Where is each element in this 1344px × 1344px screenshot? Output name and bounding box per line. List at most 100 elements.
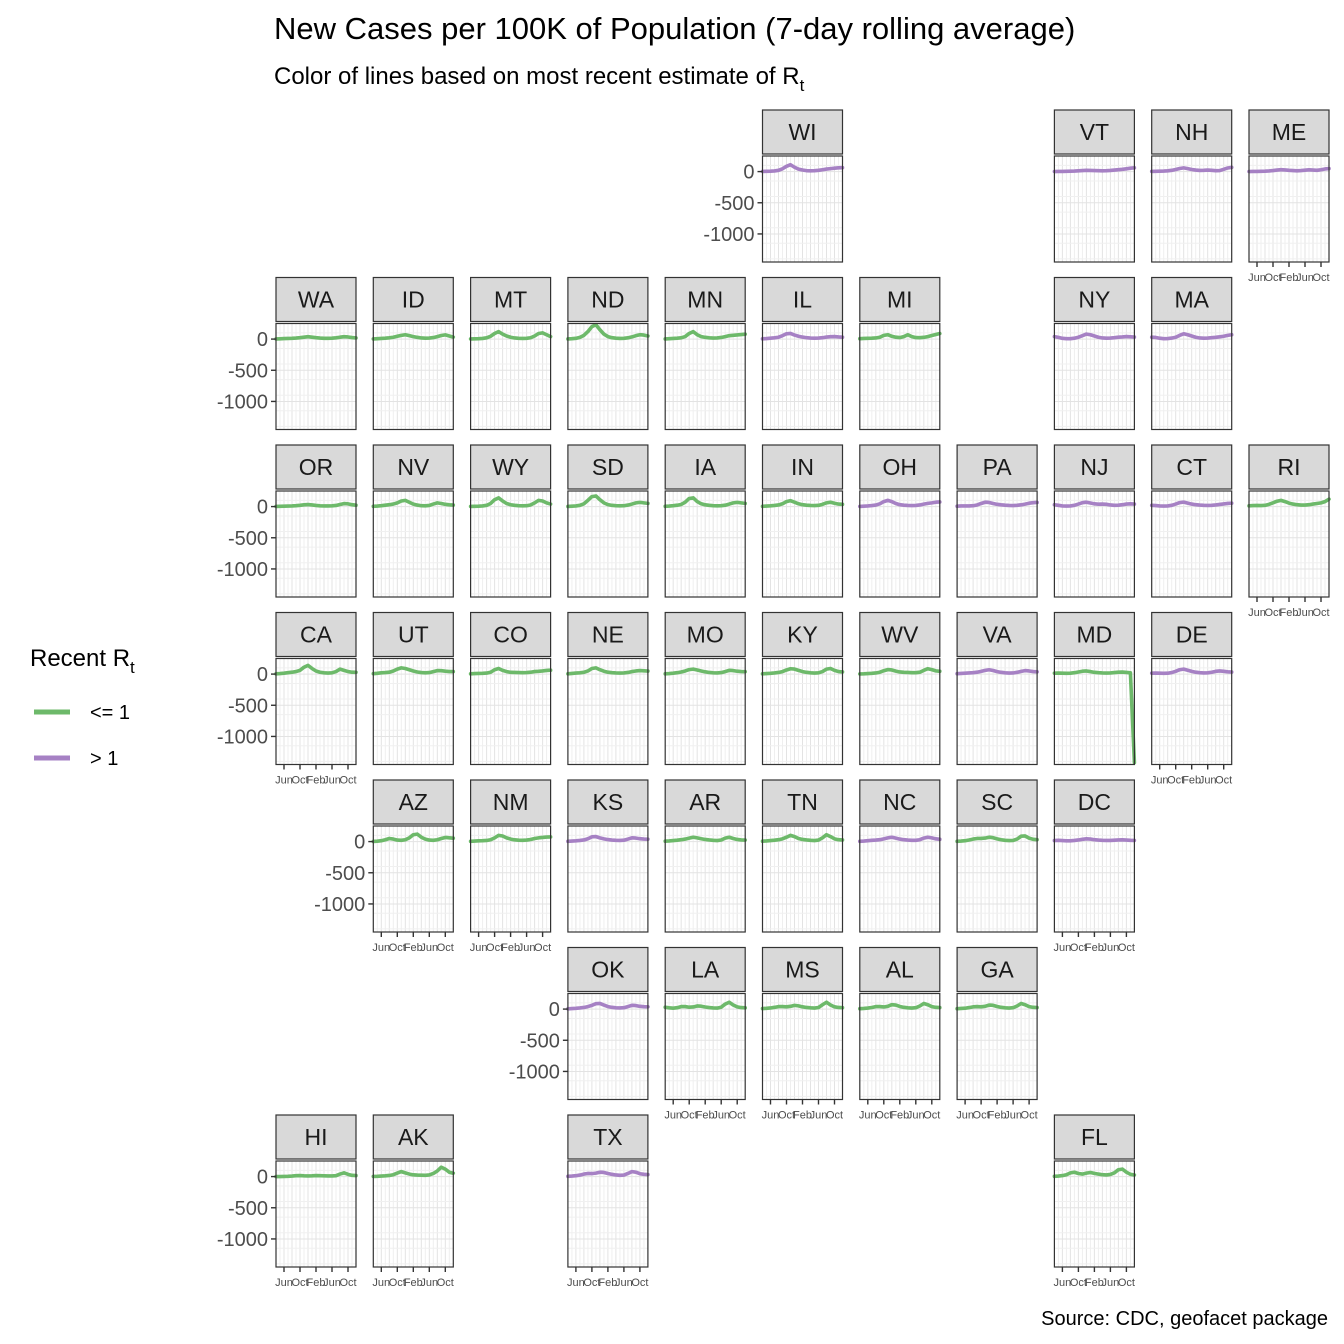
facet-strip: [470, 444, 552, 490]
series-line-nm: [468, 833, 553, 844]
facet-border: [567, 490, 649, 598]
series-line-il: [760, 331, 845, 341]
y-tick-label: 0: [743, 162, 754, 184]
x-tick-label: Jun: [372, 1277, 390, 1289]
x-tick-label: Jun: [859, 1110, 877, 1122]
series-line-ne: [566, 666, 650, 676]
series-line-ar: [663, 835, 747, 844]
x-tick-label: Oct: [778, 1110, 795, 1122]
series-line-nc: [858, 835, 942, 844]
series-line-ky: [760, 666, 845, 676]
facet-border: [761, 657, 844, 766]
facet-panel-mn: MN: [663, 276, 747, 431]
facet-strip: [372, 276, 454, 323]
x-tick-label: Jun: [810, 1110, 828, 1122]
x-tick-label: Jun: [1102, 942, 1120, 954]
facet-strip: [567, 611, 649, 658]
facet-panel-pa: PA: [955, 444, 1039, 598]
series-line-nd: [566, 322, 650, 341]
x-tick-label: Feb: [696, 1110, 715, 1122]
facet-border: [470, 490, 552, 598]
facet-strip: [372, 1114, 454, 1160]
facet-border: [1053, 155, 1136, 263]
facet-strip: [761, 109, 844, 155]
facet-border: [859, 657, 941, 766]
series-line-mn: [663, 329, 747, 341]
x-tick-label: Oct: [923, 1110, 940, 1122]
facet-strip: [859, 444, 941, 490]
facet-strip: [372, 779, 454, 825]
facet-strip: [567, 1114, 649, 1160]
facet-strip-label: FL: [1081, 1124, 1108, 1150]
facet-strip: [761, 946, 844, 993]
series-line-dc: [1052, 837, 1137, 843]
facet-strip: [761, 444, 844, 490]
facet-panel-wv: WV: [858, 611, 942, 766]
series-line-wy: [468, 496, 553, 509]
x-tick-label: Jun: [470, 942, 488, 954]
x-tick-label: Oct: [1118, 942, 1135, 954]
facet-border: [761, 155, 844, 263]
facet-border: [664, 825, 746, 933]
facet-panel-sc: SC: [955, 779, 1039, 933]
x-tick-label: Feb: [404, 942, 423, 954]
facet-strip-label: RI: [1278, 454, 1301, 480]
y-tick-label: -1000: [217, 559, 268, 581]
x-tick-label: Jun: [372, 942, 390, 954]
facet-strip-label: MD: [1077, 622, 1113, 648]
facet-strip-label: NJ: [1080, 454, 1108, 480]
x-tick-label: Feb: [307, 775, 326, 787]
x-tick-label: Jun: [1296, 607, 1314, 619]
facet-border: [372, 490, 454, 598]
x-tick-label: Oct: [1264, 607, 1281, 619]
facet-strip: [1053, 779, 1136, 825]
series-line-va: [955, 667, 1039, 676]
facet-border: [470, 657, 552, 766]
facet-border: [275, 322, 357, 431]
x-tick-label: Oct: [389, 1277, 406, 1289]
x-tick-label: Jun: [712, 1110, 730, 1122]
x-tick-label: Jun: [323, 1277, 341, 1289]
series-line-ga: [955, 1001, 1039, 1011]
x-tick-label: Jun: [567, 1277, 585, 1289]
series-line-in: [760, 498, 845, 509]
facet-strip: [275, 611, 357, 658]
series-line-vt: [1052, 166, 1137, 174]
y-tick-label: 0: [354, 832, 365, 854]
series-line-fl: [1052, 1167, 1137, 1179]
x-tick-label: Jun: [1054, 1277, 1072, 1289]
series-line-md: [1052, 669, 1137, 765]
facet-strip-label: IL: [793, 287, 812, 313]
facet-strip-label: WY: [492, 454, 529, 480]
y-tick-label: -500: [520, 1030, 560, 1052]
series-line-ak: [371, 1165, 456, 1179]
x-tick-label: Feb: [890, 1110, 909, 1122]
facet-strip-label: AK: [398, 1124, 429, 1150]
facet-strip-label: MS: [785, 957, 820, 983]
facet-strip-label: AL: [886, 957, 914, 983]
x-tick-label: Oct: [1070, 1277, 1087, 1289]
facet-border: [567, 825, 649, 933]
facet-border: [664, 322, 746, 431]
x-tick-label: Feb: [1280, 607, 1299, 619]
facet-strip: [664, 276, 746, 323]
facet-panel-mt: MT: [468, 276, 553, 431]
facet-panel-oh: OH: [858, 444, 942, 598]
facet-strip: [275, 276, 357, 323]
y-tick-label: -1000: [217, 391, 268, 413]
series-line-ma: [1149, 331, 1234, 341]
facet-strip-label: UT: [398, 622, 429, 648]
x-tick-label: Feb: [793, 1110, 812, 1122]
x-tick-label: Oct: [437, 942, 454, 954]
facet-panel-wi: WI 0 -500 -1000: [703, 109, 845, 263]
legend-label-le1: <= 1: [90, 702, 130, 724]
series-line-tn: [760, 832, 845, 844]
facet-panel-mi: MI: [858, 276, 942, 431]
facet-strip-label: CA: [300, 622, 333, 648]
facet-strip: [470, 611, 552, 658]
facet-panel-vt: VT: [1052, 109, 1137, 263]
